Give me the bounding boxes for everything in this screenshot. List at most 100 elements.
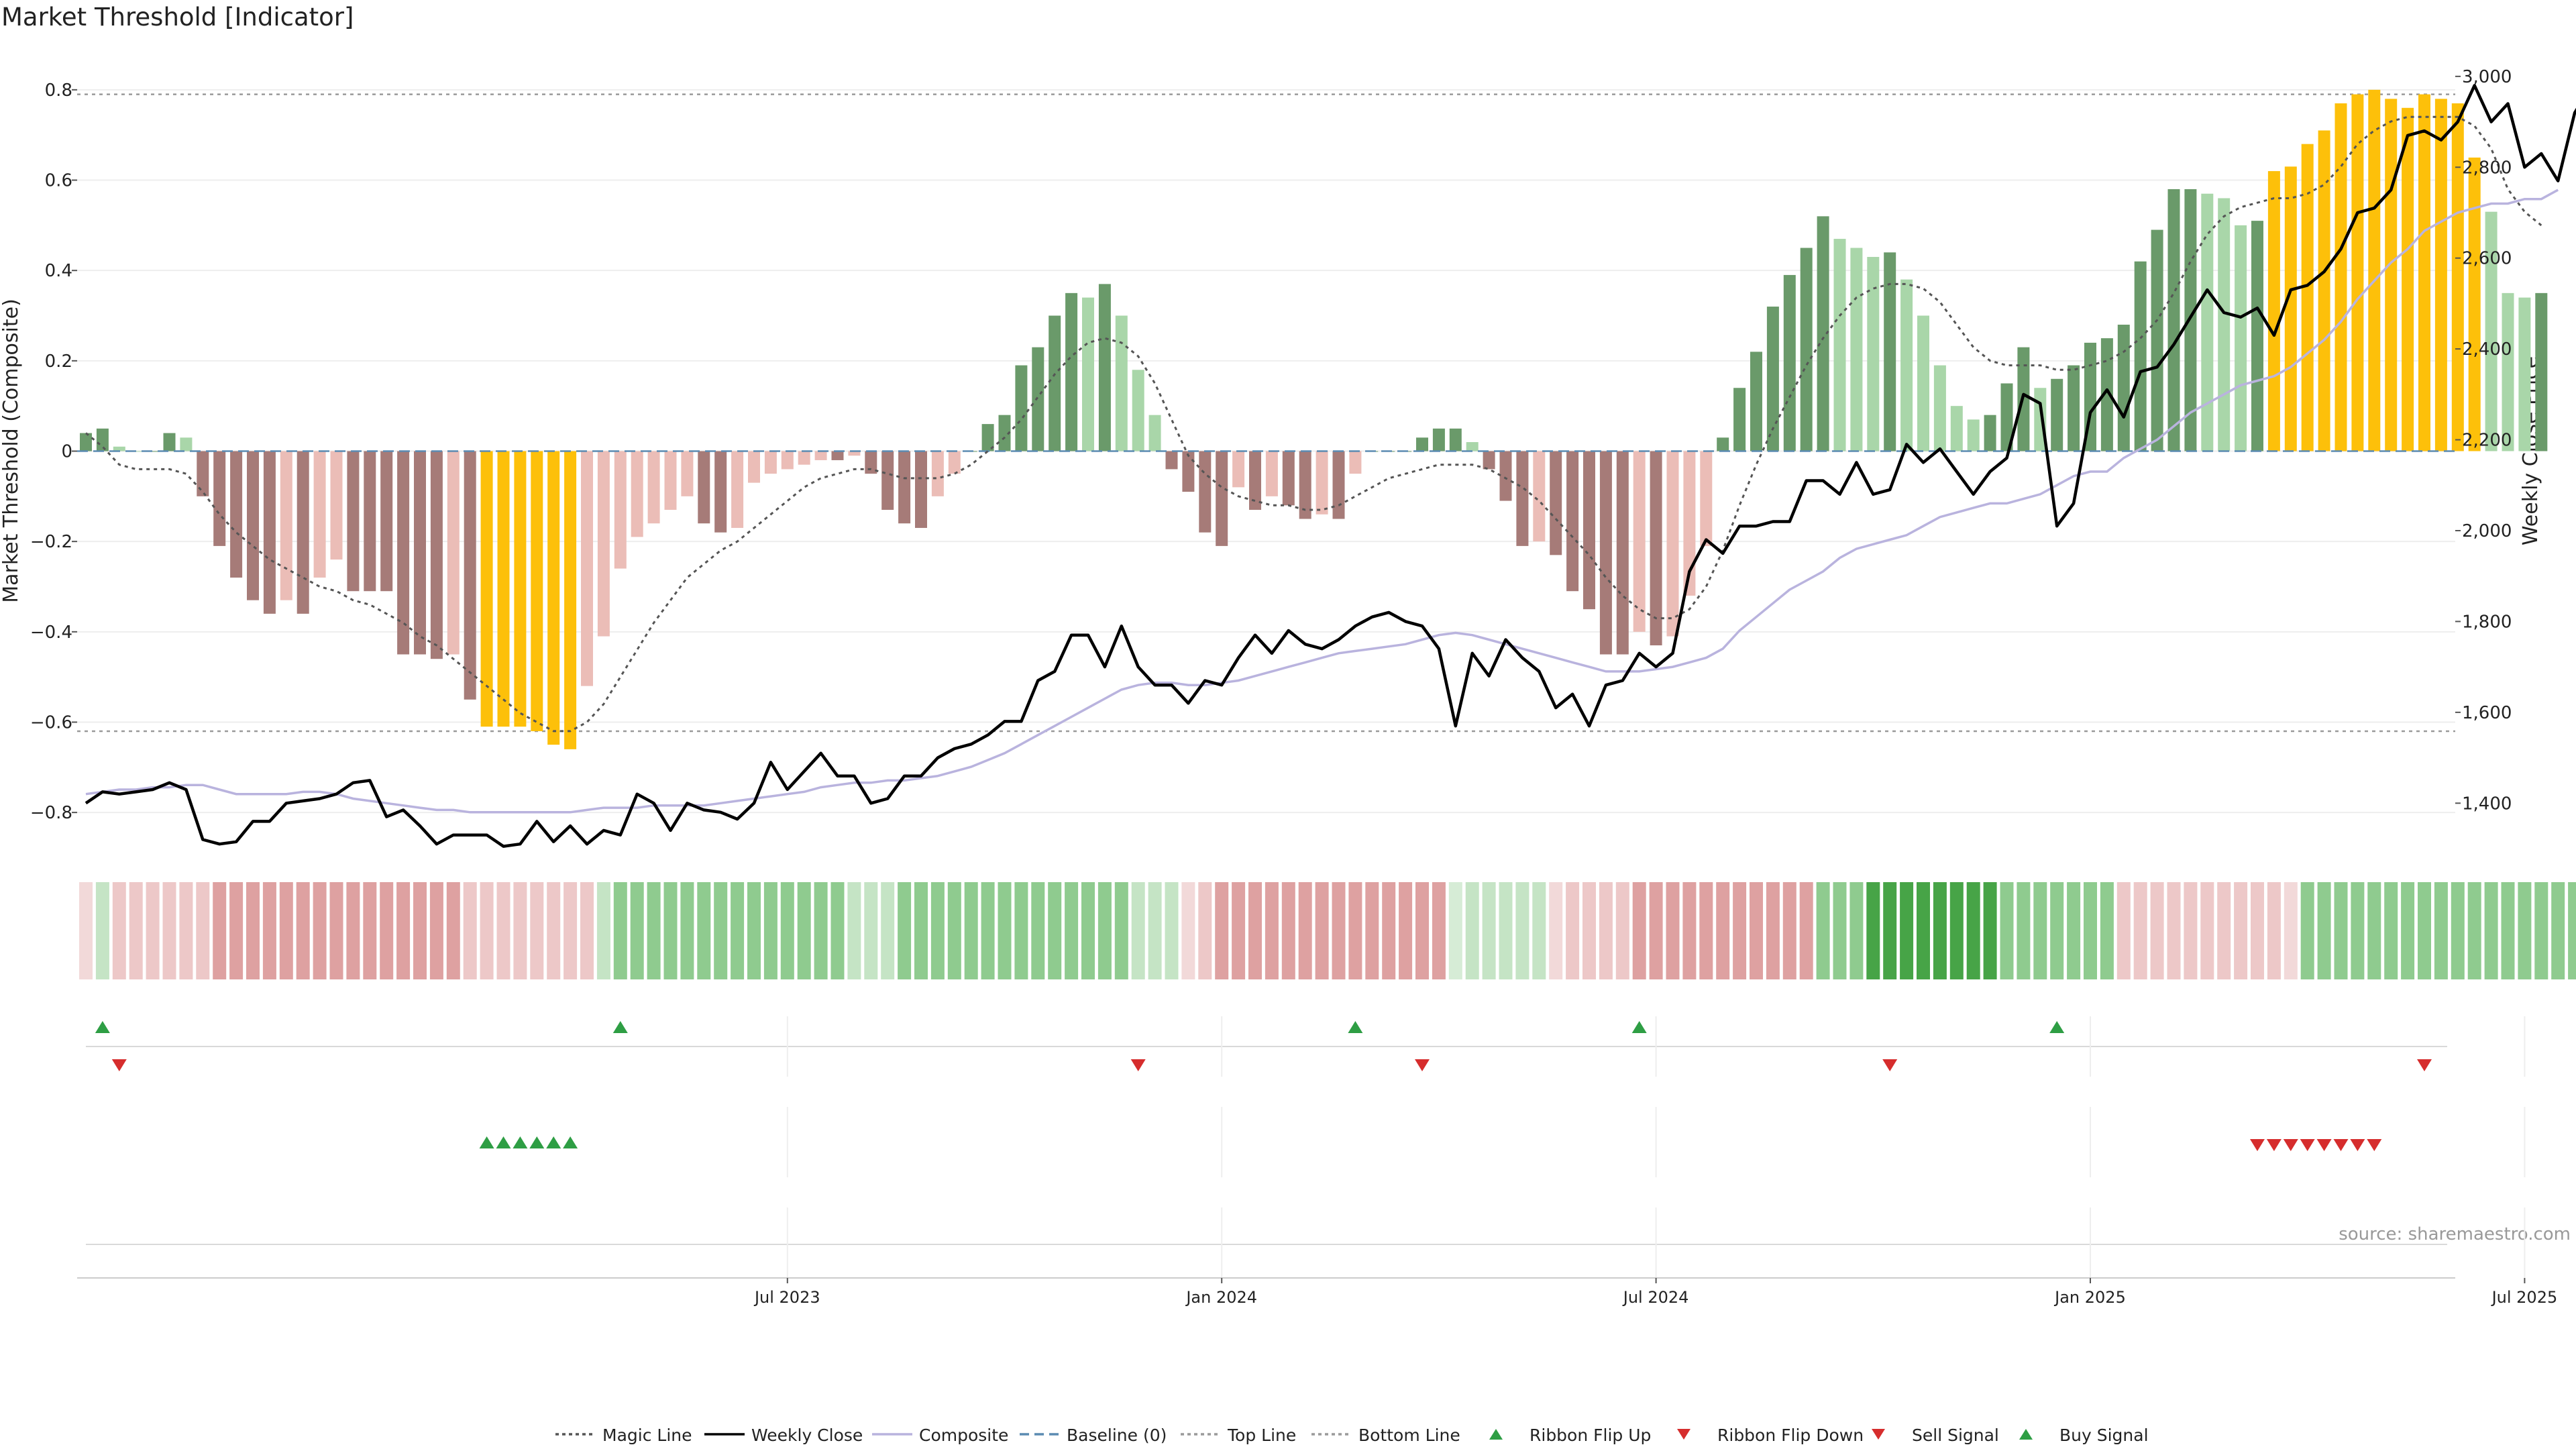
y-ticks-left: 0.8 0.6 0.4 0.2 0 −0.2 −0.4 −0.6 −0.8 [30,80,77,823]
ribbon-cell [998,882,1012,979]
legend-item: Baseline (0) [1020,1426,1167,1445]
composite-bar [96,428,109,451]
composite-bar [2235,225,2247,451]
composite-bar [564,451,577,749]
buy-signal-marker [513,1136,528,1148]
ribbon-cell [1131,882,1145,979]
composite-bar [2184,189,2197,451]
buy-signal-marker [529,1136,545,1148]
composite-bar [2518,297,2531,451]
ribbon-cell [847,882,861,979]
composite-bar [581,451,593,686]
legend-item: Composite [872,1426,1008,1445]
ribbon-cell [714,882,728,979]
ribbon-cell [2518,882,2532,979]
composite-line [85,189,2559,814]
composite-bar [414,451,426,655]
composite-bar [1717,437,1729,451]
ribbon-flip-down-marker [1882,1059,1898,1071]
ribbon-cell [1966,882,1980,979]
composite-bar [213,451,226,546]
composite-bar [2000,383,2013,451]
y-tick-label-left: −0.2 [30,532,72,552]
ribbon-cell [1666,882,1680,979]
composite-bar [1550,451,1562,555]
ribbon-cell [2534,882,2548,979]
composite-bar [2284,166,2297,451]
composite-bar [814,451,827,460]
ribbon-cell [1215,882,1229,979]
ribbon-cell [1716,882,1730,979]
composite-bar [447,451,460,655]
ribbon-cell [313,882,327,979]
x-tick-label: Jul 2024 [1622,1288,1689,1307]
ribbon-cell [881,882,895,979]
composite-bar [1282,451,1295,506]
composite-bar [1182,451,1195,492]
buy-signal-marker [479,1136,494,1148]
composite-bar [1984,415,1996,451]
composite-bar [1165,451,1178,470]
composite-bar [1148,415,1161,451]
ribbon-cell [797,882,811,979]
composite-bar [364,451,376,592]
legend-item: Magic Line [555,1426,692,1445]
composite-bar [915,451,927,528]
ribbon-cell [463,882,477,979]
composite-bar [1533,451,1546,542]
ribbon-cell [1615,882,1629,979]
legend-swatch [1677,1429,1690,1440]
ribbon-cell [1482,882,1496,979]
composite-bar [1332,451,1345,519]
composite-bar [647,451,660,524]
ribbon-cell [2284,882,2298,979]
composite-bar [1933,365,1946,451]
ribbon-cell [1799,882,1813,979]
y-tick-label-right: 3,000 [2462,67,2512,87]
composite-bar [1249,451,1261,511]
ribbon-cell [613,882,627,979]
composite-bar [2218,198,2231,451]
legend-swatch [1489,1429,1503,1440]
ribbon-cell [1833,882,1847,979]
legend-label: Ribbon Flip Up [1529,1426,1651,1445]
x-tick-label: Jan 2025 [2053,1288,2126,1307]
ribbon-cell [2133,882,2147,979]
composite-bar [1750,352,1762,451]
ribbon-cell [413,882,427,979]
legend-label: Baseline (0) [1067,1426,1167,1445]
legend-label: Bottom Line [1358,1426,1460,1445]
composite-bar [1032,347,1044,451]
chart-title: Market Threshold [Indicator] [1,3,354,32]
composite-bar [180,437,193,451]
composite-bar [1800,248,1813,451]
ribbon-cell [2384,882,2398,979]
y-tick-label-left: −0.8 [30,803,72,823]
composite-bar [113,446,125,451]
ribbon-cell [680,882,694,979]
legend-label: Composite [919,1426,1008,1445]
ribbon-cell [480,882,494,979]
legend-item: Ribbon Flip Up [1489,1426,1651,1445]
composite-bar [146,451,159,452]
buy-signal-marker [496,1136,511,1148]
composite-bar [1850,248,1863,451]
ribbon-cell [1733,882,1747,979]
sell-signal-marker [2333,1139,2349,1151]
ribbon-cell [1499,882,1513,979]
legend-label: Magic Line [602,1426,692,1445]
ribbon-cell [196,882,210,979]
composite-bar [748,451,760,483]
composite-bar [948,451,961,474]
ribbon-cell [663,882,678,979]
composite-bar [2502,292,2514,451]
legend-label: Buy Signal [2059,1426,2149,1445]
legend: Magic Line Weekly Close Composite Baseline … [555,1426,2149,1445]
ribbon-cell [2334,882,2348,979]
ribbon-cell [596,882,610,979]
y-tick-label-left: 0 [61,442,72,462]
ribbon-cell [1031,882,1045,979]
ribbon-cell [1348,882,1362,979]
composite-bar [2402,107,2414,451]
composite-bar [380,451,393,592]
